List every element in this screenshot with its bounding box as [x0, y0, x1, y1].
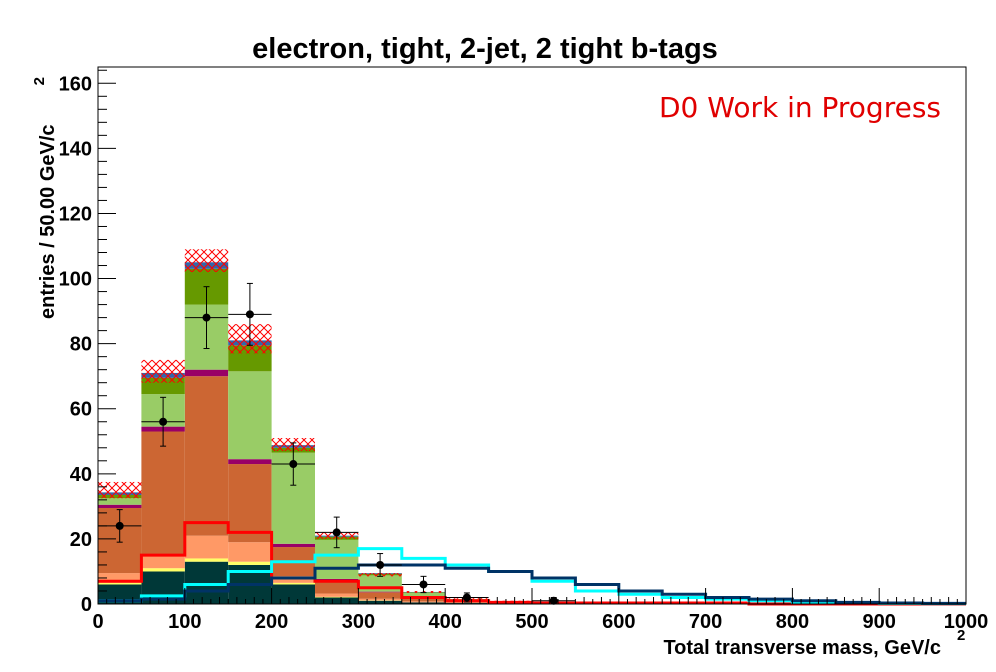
data-point: [315, 516, 359, 549]
stack-bar: [184, 558, 229, 562]
stack-bar: [271, 582, 315, 585]
stack-bar: [228, 561, 272, 565]
x-axis-ticks: 0 100 200 300 400 500 600 700 800 900 1000: [92, 588, 988, 633]
y-tick-label: 160: [59, 73, 92, 95]
x-tick-label: 200: [255, 611, 288, 633]
y-tick-label: 100: [59, 269, 92, 291]
stack-bar: [184, 535, 229, 559]
stack-bar: [184, 561, 229, 604]
data-point: [228, 282, 272, 346]
stack-bar: [315, 580, 359, 594]
stack-bar: [228, 464, 272, 543]
data-point: [271, 442, 315, 486]
stack-bar: [184, 369, 229, 377]
stack-bar: [184, 376, 229, 536]
y-axis-ticks: 0 20 40 60 80 100 120 140 160: [59, 69, 116, 616]
data-point: [358, 553, 402, 577]
stack-bar: [141, 431, 185, 556]
y-axis-title: entries / 50.00 GeV/c: [37, 124, 59, 319]
stack-bar: [271, 543, 315, 548]
uncertainty-box: [141, 359, 185, 383]
x-tick-label: 600: [602, 611, 635, 633]
uncertainty-box: [184, 249, 229, 273]
stack-bar: [98, 582, 142, 585]
stack-bar: [315, 596, 359, 598]
y-axis-superscript-group: 2: [31, 77, 48, 85]
stack-bar: [315, 593, 359, 597]
stack-bar: [401, 592, 446, 598]
stack-bar: [228, 542, 272, 562]
uncertainty-box: [98, 481, 142, 499]
data-points: [98, 282, 576, 605]
y-axis-title-group: entries / 50.00 GeV/c: [37, 124, 59, 319]
data-point: [445, 592, 489, 603]
x-tick-label: 100: [168, 611, 201, 633]
overlay-step-line: [98, 563, 966, 605]
stack-bar: [98, 573, 142, 583]
stack-bar: [401, 601, 446, 603]
y-axis-title-superscript: 2: [31, 77, 48, 85]
x-tick-label: 700: [689, 611, 722, 633]
x-tick-label: 300: [342, 611, 375, 633]
stack-bar: [141, 568, 185, 572]
stack-bar: [358, 592, 402, 599]
stack-bar: [358, 600, 402, 604]
chart-title: electron, tight, 2-jet, 2 tight b-tags: [252, 33, 718, 65]
x-tick-label: 800: [776, 611, 809, 633]
stack-bar: [401, 602, 446, 604]
data-point: [401, 575, 446, 594]
x-axis-title-superscript: 2: [957, 627, 965, 644]
y-tick-label: 40: [70, 464, 92, 486]
stack-bar: [98, 584, 142, 604]
x-tick-label: 1000: [944, 611, 989, 633]
stack-bar: [228, 371, 272, 460]
data-point: [184, 286, 229, 350]
y-tick-label: 120: [59, 203, 92, 225]
stack-bar: [401, 598, 446, 602]
y-tick-label: 60: [70, 399, 92, 421]
x-tick-label: 500: [515, 611, 548, 633]
data-point: [141, 396, 185, 447]
stack-bar: [98, 498, 142, 505]
x-tick-label: 0: [92, 611, 103, 633]
x-axis-title: Total transverse mass, GeV/c: [663, 637, 941, 659]
x-tick-label: 900: [863, 611, 896, 633]
y-tick-label: 140: [59, 138, 92, 160]
stack-bar: [358, 591, 402, 593]
y-tick-label: 0: [81, 594, 92, 616]
stack-bar: [98, 504, 142, 508]
y-tick-label: 80: [70, 334, 92, 356]
stack-bar: [315, 597, 359, 604]
stack-bar: [358, 598, 402, 601]
work-in-progress-label: D0 Work in Progress: [659, 91, 941, 124]
y-tick-label: 20: [70, 529, 92, 551]
x-tick-label: 400: [429, 611, 462, 633]
stack-bar: [271, 584, 315, 604]
stack-bar: [271, 576, 315, 583]
stack-bar: [141, 555, 185, 569]
stack-bar: [228, 459, 272, 465]
